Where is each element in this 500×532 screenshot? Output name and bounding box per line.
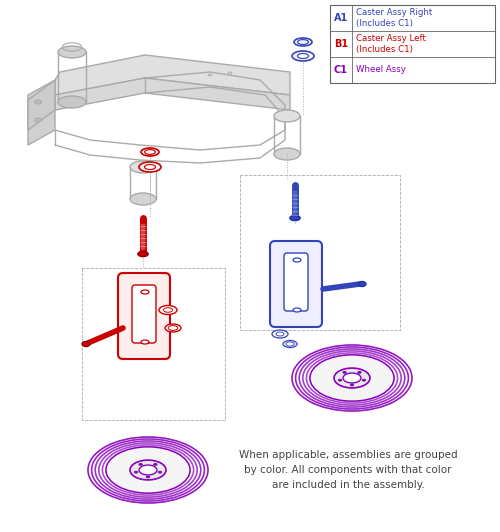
Ellipse shape [343,371,346,373]
Ellipse shape [272,330,288,338]
Ellipse shape [159,305,177,314]
Polygon shape [55,55,290,95]
Ellipse shape [165,324,181,332]
Ellipse shape [298,54,308,59]
Ellipse shape [293,258,301,262]
FancyBboxPatch shape [270,241,322,327]
FancyBboxPatch shape [284,253,308,311]
Ellipse shape [144,164,156,170]
Ellipse shape [34,100,42,104]
Ellipse shape [134,471,138,473]
Ellipse shape [82,342,90,346]
Ellipse shape [283,340,297,347]
Text: C1: C1 [334,65,348,75]
Ellipse shape [141,290,149,294]
Ellipse shape [139,465,157,475]
Text: Wheel Assy: Wheel Assy [356,65,406,74]
Text: When applicable, assemblies are grouped
by color. All components with that color: When applicable, assemblies are grouped … [238,450,458,489]
Ellipse shape [358,371,361,373]
Ellipse shape [139,463,142,466]
Ellipse shape [358,281,366,287]
Ellipse shape [164,307,172,312]
Text: Caster Assy Right
(Includes C1): Caster Assy Right (Includes C1) [356,7,432,28]
Polygon shape [55,78,290,110]
Ellipse shape [343,373,361,383]
Ellipse shape [274,148,300,160]
Ellipse shape [334,368,370,388]
Ellipse shape [338,379,342,381]
Text: B1: B1 [334,39,348,49]
Ellipse shape [158,471,162,473]
FancyBboxPatch shape [118,273,170,359]
Ellipse shape [139,162,161,172]
Ellipse shape [294,38,312,46]
Ellipse shape [106,447,190,493]
Bar [330,5,495,83]
Ellipse shape [141,340,149,344]
Ellipse shape [130,161,156,173]
FancyBboxPatch shape [132,285,156,343]
Text: A1: A1 [334,13,348,23]
Polygon shape [28,80,55,145]
Ellipse shape [154,463,157,466]
Ellipse shape [58,96,86,108]
Ellipse shape [362,379,366,381]
Ellipse shape [138,252,148,256]
Ellipse shape [274,110,300,122]
Ellipse shape [130,193,156,205]
Ellipse shape [34,118,42,122]
Ellipse shape [350,384,354,386]
Ellipse shape [58,46,86,58]
Ellipse shape [276,332,284,336]
Polygon shape [28,80,55,130]
Text: Caster Assy Left
(Includes C1): Caster Assy Left (Includes C1) [356,34,426,54]
Ellipse shape [141,148,159,156]
Ellipse shape [293,308,301,312]
Ellipse shape [290,215,300,220]
Ellipse shape [292,51,314,61]
Ellipse shape [130,460,166,480]
Ellipse shape [146,476,150,478]
Ellipse shape [310,355,394,401]
